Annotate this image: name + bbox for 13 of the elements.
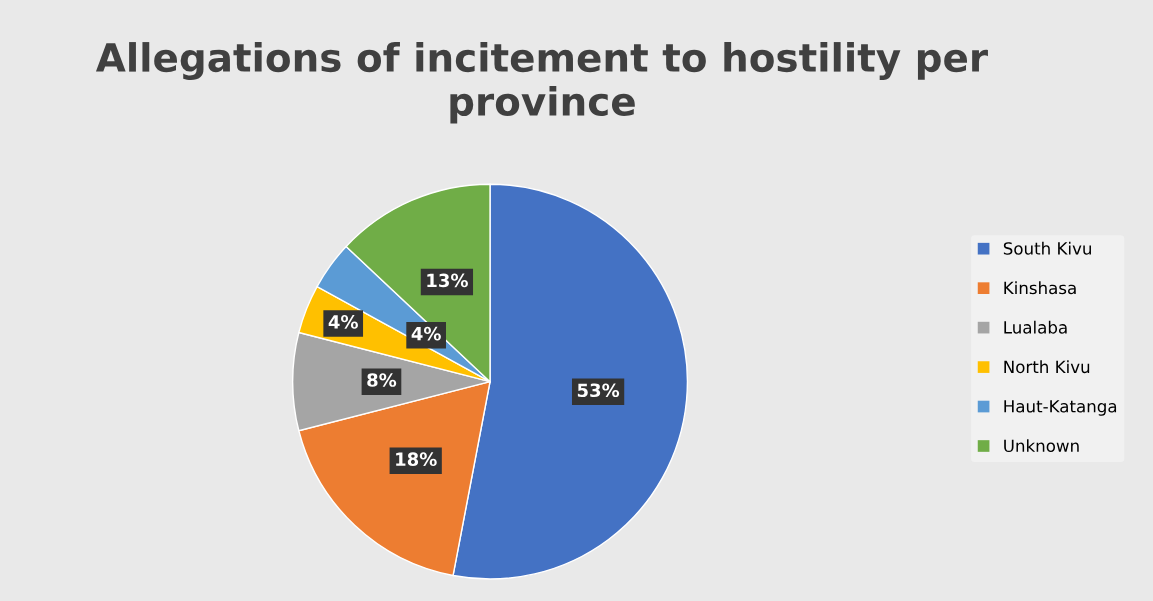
legend-label: Unknown: [1004, 439, 1079, 453]
legend-label: Kinshasa: [1004, 281, 1076, 295]
legend-label: South Kivu: [1003, 241, 1091, 255]
data-label: 8%: [367, 373, 397, 387]
data-label: 13%: [427, 273, 468, 288]
data-label: 4%: [411, 326, 441, 341]
legend-label: Lualaba: [1004, 320, 1067, 334]
legend-label: Haut-Katanga: [1004, 400, 1117, 416]
legend-label: North Kivu: [1004, 360, 1090, 374]
data-label: 53%: [577, 383, 620, 398]
chart-title: Allegations of incitement to hostility per province: [95, 42, 988, 124]
data-label: 4%: [328, 315, 358, 329]
data-label: 18%: [396, 452, 437, 467]
